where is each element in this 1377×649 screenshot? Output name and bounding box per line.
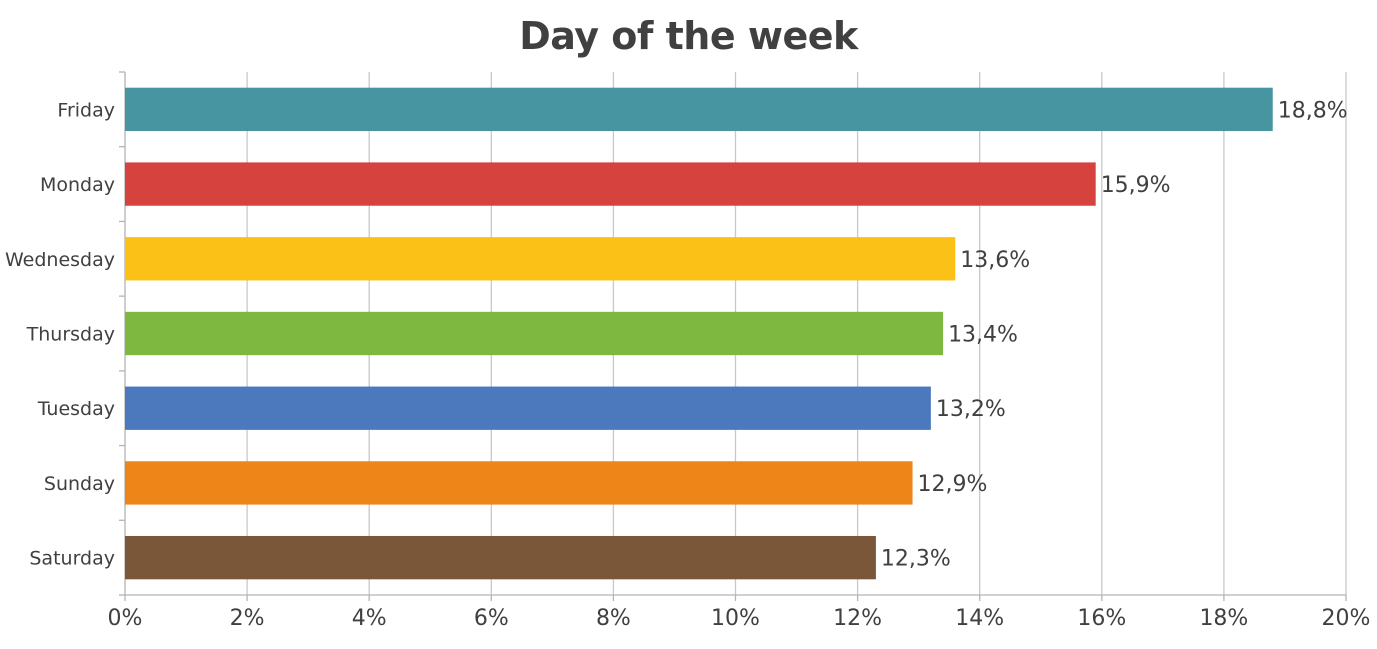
x-tick-label: 4% (352, 606, 387, 631)
bar-friday (125, 87, 1273, 132)
x-tick-label: 6% (474, 606, 509, 631)
chart-title: Day of the week (519, 14, 858, 58)
data-label: 15,9% (1101, 173, 1171, 198)
category-label: Monday (40, 174, 115, 196)
data-label: 12,3% (881, 547, 951, 572)
x-tick-label: 2% (230, 606, 265, 631)
data-label: 13,6% (960, 248, 1030, 273)
x-tick-label: 10% (711, 606, 760, 631)
x-tick-label: 0% (108, 606, 143, 631)
data-label: 18,8% (1278, 98, 1348, 123)
category-label: Thursday (26, 324, 115, 346)
x-tick-label: 18% (1199, 606, 1248, 631)
bar-monday (125, 162, 1096, 206)
bar-tuesday (125, 386, 931, 430)
x-tick-label: 16% (1077, 606, 1126, 631)
x-tick-label: 8% (596, 606, 631, 631)
bar-wednesday (125, 237, 956, 281)
category-label: Saturday (29, 548, 115, 570)
category-label: Wednesday (5, 249, 115, 271)
x-tick-label: 14% (955, 606, 1004, 631)
bar-saturday (125, 535, 876, 580)
category-label: Sunday (44, 473, 115, 495)
data-label: 13,4% (948, 323, 1018, 348)
data-label: 13,2% (936, 397, 1006, 422)
bar-thursday (125, 311, 944, 356)
data-label: 12,9% (918, 472, 988, 497)
x-tick-label: 20% (1322, 606, 1371, 631)
category-label: Tuesday (37, 398, 115, 420)
category-label: Friday (57, 99, 115, 121)
x-tick-label: 12% (833, 606, 882, 631)
bar-sunday (125, 461, 913, 505)
